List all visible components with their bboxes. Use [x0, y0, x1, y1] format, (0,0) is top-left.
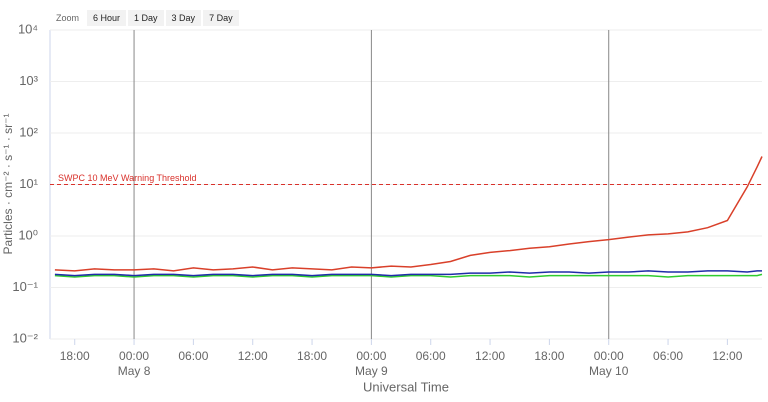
series-line	[54, 156, 763, 272]
x-tick-label: 12:00	[475, 349, 506, 363]
y-tick-label: 10⁴	[18, 21, 38, 36]
x-axis-title: Universal Time	[363, 379, 449, 394]
series-line	[54, 270, 762, 277]
y-tick-label: 10³	[19, 73, 38, 88]
y-axis-title: Particles · cm⁻² · s⁻¹ · sr⁻¹	[1, 114, 15, 255]
x-tick-label: 18:00	[59, 349, 90, 363]
y-tick-label: 10⁻²	[12, 330, 38, 345]
y-tick-label: 10⁰	[18, 227, 38, 242]
zoom-button[interactable]: 7 Day	[203, 10, 239, 26]
zoom-label: Zoom	[56, 13, 80, 23]
x-tick-label: 06:00	[415, 349, 446, 363]
series-line	[54, 273, 763, 278]
y-tick-label: 10²	[19, 124, 38, 139]
zoom-button[interactable]: 3 Day	[165, 10, 202, 26]
zoom-bar: Zoom 6 Hour 1 Day 3 Day 7 Day	[50, 10, 239, 26]
x-tick-label: 00:00 May 8	[117, 349, 151, 378]
y-tick-label: 10¹	[19, 176, 38, 191]
y-tick-label: 10⁻¹	[12, 279, 38, 294]
threshold-label: SWPC 10 MeV Warning Threshold	[58, 173, 197, 183]
x-tick-label: 18:00	[297, 349, 328, 363]
zoom-button[interactable]: 1 Day	[128, 10, 164, 26]
x-tick-label: 12:00	[712, 349, 743, 363]
zoom-button[interactable]: 6 Hour	[87, 10, 127, 26]
x-tick-label: 12:00	[237, 349, 268, 363]
x-tick-label: 06:00	[178, 349, 209, 363]
x-tick-label: 00:00 May 9	[355, 349, 388, 378]
x-tick-label: 18:00	[534, 349, 565, 363]
x-tick-label: 00:00 May 10	[589, 349, 629, 378]
x-tick-label: 06:00	[653, 349, 684, 363]
